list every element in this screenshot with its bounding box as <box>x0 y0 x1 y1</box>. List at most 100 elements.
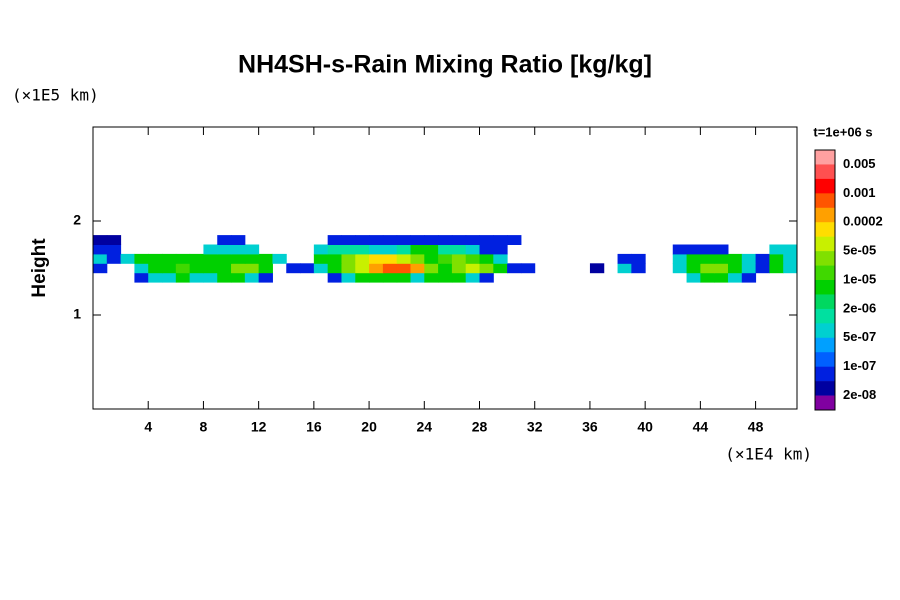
y-unit: (×1E5 km) <box>12 86 99 105</box>
field-cell <box>93 235 108 245</box>
field-cell <box>258 263 273 274</box>
colorbar-box <box>815 265 835 281</box>
field-cell <box>727 263 743 274</box>
colorbar-box <box>815 366 835 382</box>
field-cell <box>148 263 163 274</box>
field-cell <box>741 263 757 274</box>
field-cell <box>783 263 798 274</box>
field-cell <box>465 263 481 274</box>
field-cell <box>203 263 218 274</box>
field-cell <box>355 263 370 274</box>
field-cell <box>479 244 494 255</box>
field-cell <box>493 235 508 245</box>
field-cell <box>313 253 329 264</box>
field-cell <box>451 263 467 274</box>
field-cell <box>493 253 508 264</box>
field-cell <box>438 235 453 245</box>
colorbar-box <box>815 395 835 411</box>
field-cell <box>465 235 481 245</box>
field-cell <box>134 272 149 283</box>
colorbar-label: 0.0002 <box>843 214 883 229</box>
field-cell <box>355 235 370 245</box>
field-cell <box>479 235 494 245</box>
colorbar-box <box>815 222 835 237</box>
field-cell <box>479 263 494 274</box>
field-cell <box>382 253 398 264</box>
colorbar-box <box>815 337 835 353</box>
field-cell <box>148 253 163 264</box>
x-tick-label: 8 <box>200 419 208 435</box>
field-cell <box>396 235 411 245</box>
field-cell <box>382 244 398 255</box>
y-tick-label: 2 <box>73 212 81 228</box>
field-cell <box>769 253 784 264</box>
colorbar-box <box>815 308 835 324</box>
field-cell <box>355 253 370 264</box>
field-cell <box>741 272 757 283</box>
field-cell <box>382 272 398 283</box>
field-cell <box>341 253 356 264</box>
field-cell <box>244 272 260 283</box>
field-cell <box>327 253 342 264</box>
field-cell <box>479 253 494 264</box>
field-cell <box>106 235 122 245</box>
field-cell <box>451 244 467 255</box>
field-cell <box>727 253 743 264</box>
field-cell <box>396 253 411 264</box>
colorbar-box <box>815 251 835 266</box>
field-cell <box>465 272 481 283</box>
field-cell <box>327 272 342 283</box>
field-cell <box>672 253 688 264</box>
colorbar-box <box>815 294 835 310</box>
field-cell <box>410 263 425 274</box>
field-cell <box>700 253 715 264</box>
field-cell <box>755 263 770 274</box>
y-axis-label: Height <box>29 238 50 298</box>
field-cell <box>589 263 605 274</box>
x-tick-label: 24 <box>417 419 433 435</box>
field-cell <box>783 253 798 264</box>
plot-frame <box>92 126 798 410</box>
colorbar-label: 5e-05 <box>843 243 876 258</box>
field-cell <box>686 244 701 255</box>
field-cell <box>272 253 287 264</box>
field-cell <box>714 244 729 255</box>
field-cell <box>493 244 508 255</box>
colorbar-label: 1e-05 <box>843 271 876 286</box>
field-cell <box>203 244 218 255</box>
field-cell <box>714 272 729 283</box>
field-cell <box>134 253 149 264</box>
field-cell <box>217 244 232 255</box>
field-cell <box>396 263 411 274</box>
x-tick-label: 28 <box>472 419 488 435</box>
field-cell <box>93 263 108 274</box>
field-cell <box>341 272 356 283</box>
x-tick-label: 4 <box>144 419 152 435</box>
x-tick-label: 44 <box>693 419 709 435</box>
colorbar-box <box>815 150 835 165</box>
field-cell <box>700 263 715 274</box>
colorbar-box <box>815 193 835 209</box>
x-tick-label: 16 <box>306 419 322 435</box>
field-cell <box>507 263 522 274</box>
colorbar-box <box>815 164 835 180</box>
field-cell <box>700 244 715 255</box>
field-cell <box>714 263 729 274</box>
field-cell <box>700 272 715 283</box>
field-cell <box>369 244 384 255</box>
field-cell <box>175 272 191 283</box>
field-cell <box>300 263 315 274</box>
x-tick-label: 32 <box>527 419 543 435</box>
field-cell <box>369 253 384 264</box>
field-cell <box>410 235 425 245</box>
field-cell <box>313 263 329 274</box>
field-cell <box>231 235 246 245</box>
colorbar-label: 0.001 <box>843 185 876 200</box>
field-cell <box>355 244 370 255</box>
field-cell <box>327 235 342 245</box>
field-cell <box>231 253 246 264</box>
colorbar-label: 2e-08 <box>843 387 876 402</box>
field-cell <box>727 272 743 283</box>
field-cell <box>93 253 108 264</box>
